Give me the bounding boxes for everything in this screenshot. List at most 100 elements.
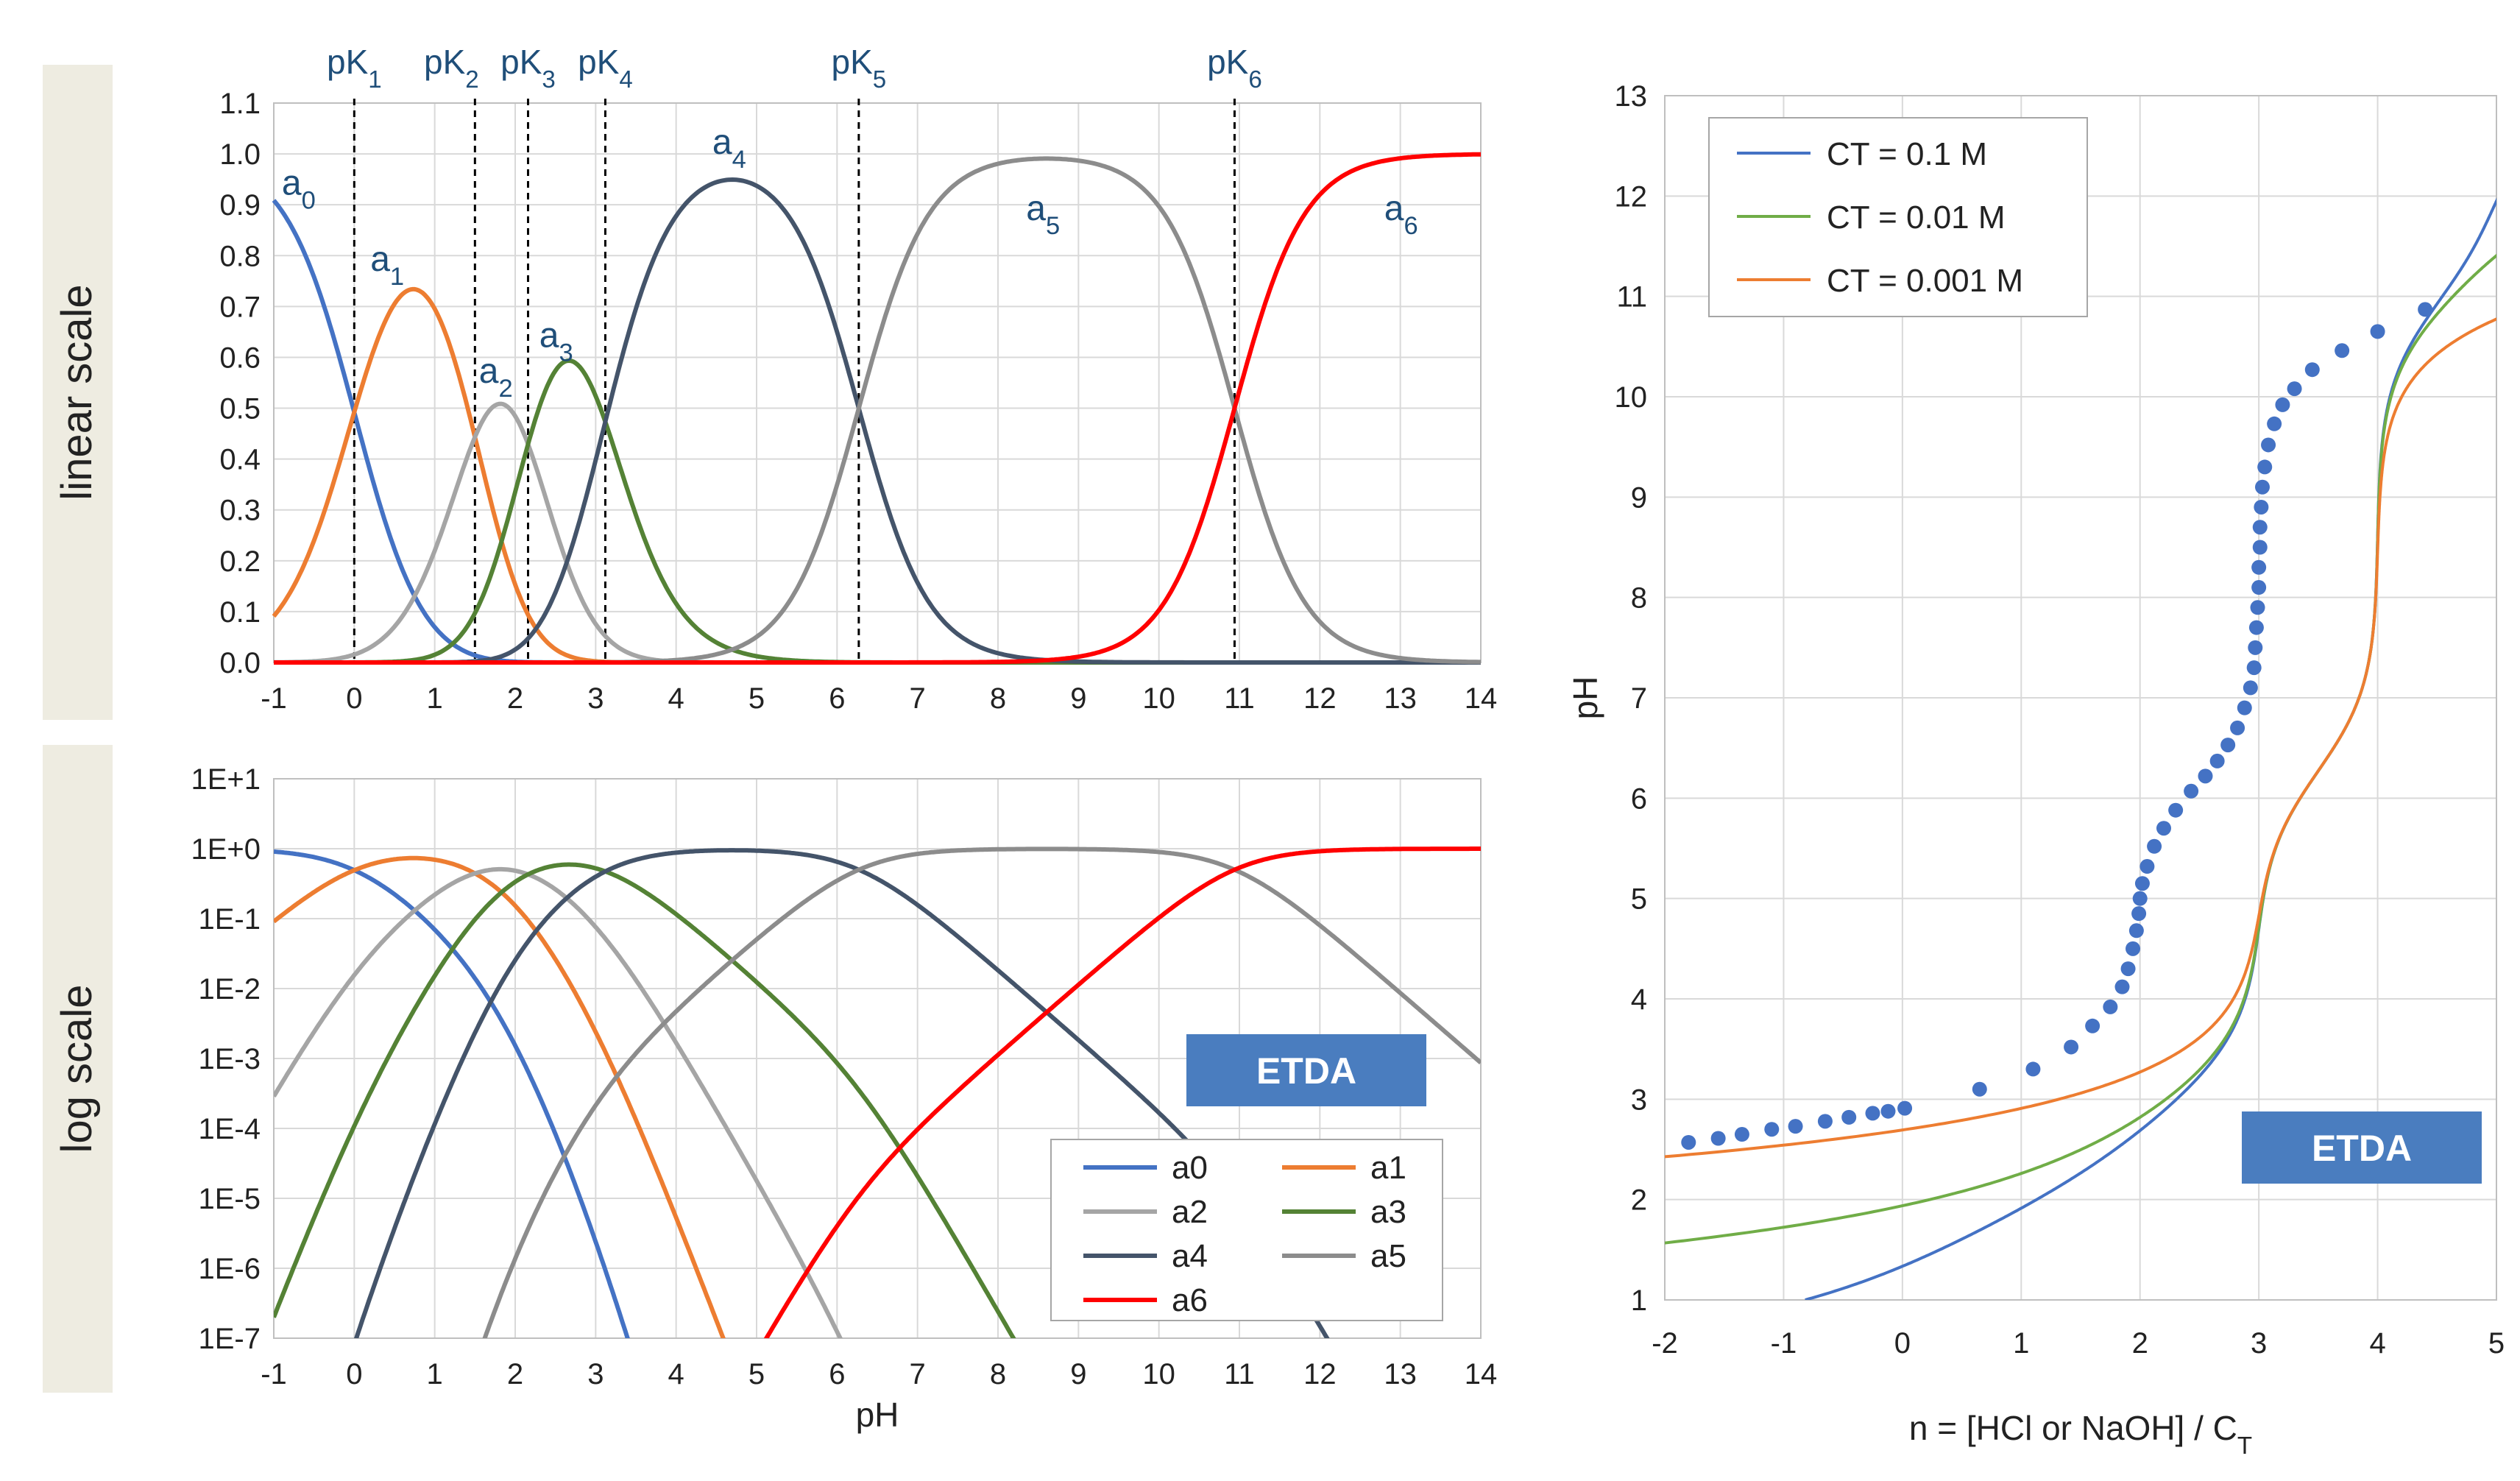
x-tick-label: 14 [1465,1358,1498,1390]
data-point [1972,1081,1987,1097]
log-scale-label-box: log scale [43,745,113,1393]
y-tick-label: 1 [1631,1284,1647,1317]
data-point [2168,802,2184,818]
data-point [2209,753,2225,768]
curve-a5 [274,156,1481,665]
log-scale-bg [43,745,113,1393]
pk-label: pK1 [327,43,382,93]
pk-label: pK4 [578,43,633,93]
y-tick-label: 0.6 [219,342,261,374]
y-tick-label: 1E-3 [199,1043,261,1075]
x-tick-label: 1 [2013,1327,2029,1360]
etda-badge-text: ETDA [2312,1128,2412,1169]
data-point [2147,838,2162,854]
y-tick-label: 1E-1 [199,903,261,936]
x-tick-label: 3 [587,682,604,715]
data-point [1764,1122,1780,1137]
y-tick-label: 0.3 [219,495,261,527]
curve-a3 [274,862,1016,1338]
data-point [2257,459,2273,475]
legend-label-a4: a4 [1172,1238,1208,1274]
curve-label: a5 [1026,189,1060,240]
y-tick-label: 12 [1615,180,1648,213]
y-tick-label: 7 [1631,682,1647,715]
data-point [2248,620,2264,635]
curve-ct001 [1665,253,2496,1245]
data-point [2220,738,2236,753]
legend-label-ct001: CT = 0.01 M [1827,199,2006,236]
data-point [2246,660,2262,676]
curve-ct0001 [1665,317,2496,1159]
x-tick-label: 7 [910,682,926,715]
x-tick-label: 5 [748,1358,765,1390]
data-point [1841,1109,1857,1125]
data-point [2128,923,2144,939]
y-tick-label: 3 [1631,1084,1647,1116]
linear-scale-label-box: linear scale [43,65,113,720]
y-tick-label: 1E-6 [199,1253,261,1285]
legend-label-a5: a5 [1370,1238,1406,1274]
y-tick-label: 0.1 [219,596,261,629]
x-axis-label: n = [HCl or NaOH] / CT [1909,1409,2252,1460]
pk-label: pK3 [500,43,556,93]
data-point [2254,479,2270,495]
y-tick-label: 2 [1631,1184,1647,1217]
data-point [2132,891,2148,906]
data-point [2230,720,2245,735]
curve-label: a4 [712,123,746,174]
data-point [2370,324,2385,339]
y-tick-label: 0.0 [219,647,261,679]
data-point [2251,559,2267,575]
x-tick-label: 2 [2132,1327,2148,1360]
curve-a3 [274,358,1481,665]
data-point [2243,680,2258,696]
legend-label-a6: a6 [1172,1282,1208,1318]
x-tick-label: 8 [990,682,1006,715]
x-tick-label: 6 [829,682,845,715]
x-tick-label: 14 [1465,682,1498,715]
x-tick-label: 11 [1224,682,1255,715]
x-tick-label: 0 [346,682,362,715]
data-point [2064,1039,2079,1055]
y-tick-label: 1.0 [219,138,261,171]
y-tick-label: 0.2 [219,545,261,578]
x-tick-label: 6 [829,1358,845,1390]
curve-a6 [274,152,1481,665]
y-tick-label: 1.1 [219,88,261,120]
plot-frame [273,778,1482,1339]
linear-scale-bg [43,65,113,720]
y-tick-label: 4 [1631,983,1647,1016]
curve-a2 [274,866,843,1338]
x-tick-label: 11 [1224,1358,1255,1390]
x-tick-label: 13 [1384,1358,1417,1390]
x-tick-label: 10 [1142,1358,1175,1390]
data-point [2261,437,2276,453]
x-tick-label: 8 [990,1358,1006,1390]
y-tick-label: 6 [1631,782,1647,815]
x-tick-label: 0 [1894,1327,1911,1360]
y-tick-label: 1E-4 [199,1113,261,1145]
data-point [1880,1103,1896,1119]
pk-label: pK6 [1207,43,1262,93]
data-point [1734,1127,1749,1142]
data-point [2287,381,2302,397]
data-point [1817,1114,1833,1129]
curve-label: a0 [282,163,316,214]
curve-a6 [763,846,1481,1338]
x-tick-label: 12 [1303,682,1337,715]
curve-a5 [482,846,1481,1338]
data-point [2275,397,2290,412]
curve-label: a3 [539,317,573,367]
data-point [2126,941,2141,956]
x-tick-label: 7 [910,1358,926,1390]
x-tick-label: 2 [507,682,523,715]
x-tick-label: 10 [1142,682,1175,715]
legend-label-a1: a1 [1370,1150,1406,1186]
x-tick-label: -1 [261,682,287,715]
data-point [2025,1061,2041,1077]
data-point [2120,961,2136,977]
x-tick-label: 4 [668,682,684,715]
data-point [2304,362,2320,378]
data-point [2267,416,2282,431]
data-point [1710,1131,1726,1146]
